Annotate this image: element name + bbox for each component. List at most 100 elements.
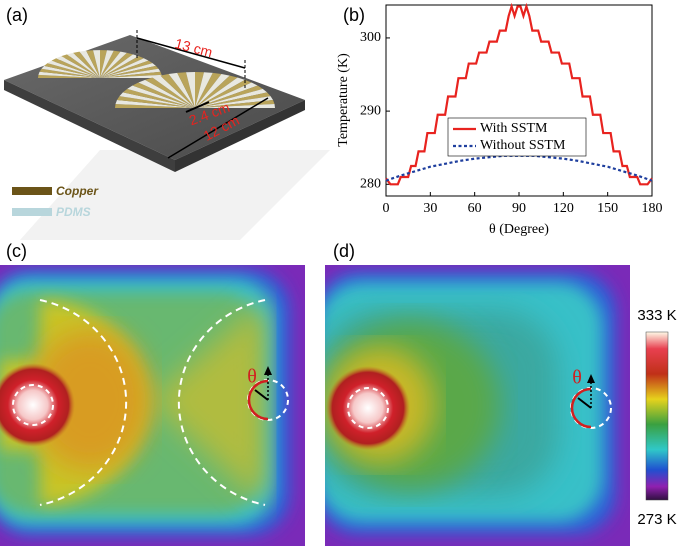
pdms-stripe (100, 63, 156, 78)
panel-label: (b) (343, 5, 365, 25)
legend-box (447, 117, 587, 157)
dashed-source (12, 384, 54, 426)
panel-a: (a) 13 cm 2.4 cm 12 cm Copper PDMS (4, 5, 330, 240)
arrow-head (587, 374, 595, 383)
y-tick-label: 290 (360, 103, 381, 118)
copper-stripe (195, 99, 275, 108)
x-tick-label: 30 (423, 201, 437, 216)
pdms-stripe (195, 88, 268, 108)
copper-stripe (195, 85, 263, 108)
pdms-stripe (119, 92, 195, 108)
x-axis-label: θ (Degree) (489, 222, 549, 237)
copper-stripe (100, 71, 162, 78)
pdms-stripe (47, 60, 100, 78)
copper-stripe (100, 56, 144, 78)
pdms-stripe (195, 77, 245, 108)
panel-label: (d) (333, 241, 355, 261)
x-tick-label: 180 (642, 201, 663, 216)
copper-stripe (100, 65, 159, 78)
pdms-stripe (100, 50, 114, 78)
pdms-base (20, 150, 330, 240)
copper-stripe (100, 50, 107, 78)
pdms-stripe (195, 96, 273, 108)
legend-swatch (12, 187, 52, 195)
colorbar-label: 333 K (637, 307, 676, 324)
pdms-stripe (115, 99, 195, 108)
material-label: PDMS (56, 205, 91, 219)
pdms-stripe (186, 72, 195, 108)
pdms-stripe (79, 50, 100, 78)
angle-arc (247, 379, 269, 421)
copper-stripe (51, 58, 100, 78)
panel-label: (a) (6, 5, 28, 25)
copper-stripe (39, 68, 100, 78)
x-tick-label: 60 (468, 201, 482, 216)
copper-stripe (100, 52, 133, 78)
copper-stripe (61, 54, 100, 78)
copper-stripe (195, 72, 222, 108)
pdms-stripe (67, 52, 100, 78)
copper-stripe (195, 75, 238, 108)
x-tick-label: 120 (553, 201, 574, 216)
board-side (175, 100, 305, 172)
pdms-stripe (100, 51, 127, 78)
copper-stripe (177, 72, 195, 108)
dim-line (167, 97, 269, 159)
pdms-stripe (100, 54, 139, 78)
pdms-stripe (93, 50, 100, 78)
pdms-stripe (56, 56, 100, 78)
copper-stripe (115, 103, 195, 108)
dashed-boundary (39, 299, 128, 506)
material-label: Copper (56, 184, 99, 198)
dim-line (185, 101, 210, 113)
legend-label: Without SSTM (480, 138, 566, 153)
pdms-stripe (195, 74, 230, 108)
panel-c: θ (c) (0, 241, 305, 546)
copper-stripe (117, 96, 195, 108)
pdms-stripe (100, 68, 161, 78)
pdms-stripe (195, 82, 258, 108)
pdms-stripe (138, 79, 195, 108)
y-axis-label: Temperature (K) (336, 53, 351, 147)
fan-pattern (38, 50, 275, 108)
copper-stripe (38, 74, 100, 78)
copper-stripe (100, 50, 121, 78)
pdms-stripe (100, 74, 162, 78)
pdms-stripe (152, 75, 195, 108)
angle-arrow (577, 397, 592, 409)
dashed-source (347, 387, 389, 429)
dim-line (136, 37, 246, 69)
series-line (385, 2, 653, 186)
copper-stripe (100, 60, 153, 78)
copper-stripe (195, 72, 204, 108)
copper-stripe (44, 63, 100, 78)
copper-stripe (73, 51, 100, 78)
panel-b: (b) θ (Degree) Temperature (K) 0 30 60 90 12… (336, 2, 663, 237)
board-front (4, 80, 175, 172)
pdms-stripe (41, 65, 100, 78)
pdms-stripe (38, 71, 100, 78)
colorbar-label: 273 K (637, 511, 676, 528)
copper-stripe (86, 50, 100, 78)
colorbar (645, 331, 669, 501)
copper-stripe (122, 88, 195, 108)
pdms-stripe (168, 72, 195, 108)
dashed-boundary (177, 299, 266, 506)
panel-label: (c) (6, 241, 27, 261)
angle-symbol: θ (572, 367, 582, 389)
angle-arc (570, 387, 592, 429)
legend-label: With SSTM (480, 121, 548, 136)
arrow-head (264, 366, 272, 375)
y-tick-label: 280 (360, 177, 381, 192)
copper-stripe (132, 82, 195, 108)
pdms-stripe (195, 72, 213, 108)
y-tick-label: 300 (360, 30, 381, 45)
copper-stripe (145, 77, 195, 108)
copper-stripe (160, 74, 195, 108)
series-line (385, 154, 653, 182)
angle-symbol: θ (247, 366, 257, 388)
x-tick-label: 150 (597, 201, 618, 216)
plot-frame (385, 4, 653, 197)
x-tick-label: 0 (383, 201, 390, 216)
panel-d: θ (d) 333 K 273 K (325, 241, 677, 546)
